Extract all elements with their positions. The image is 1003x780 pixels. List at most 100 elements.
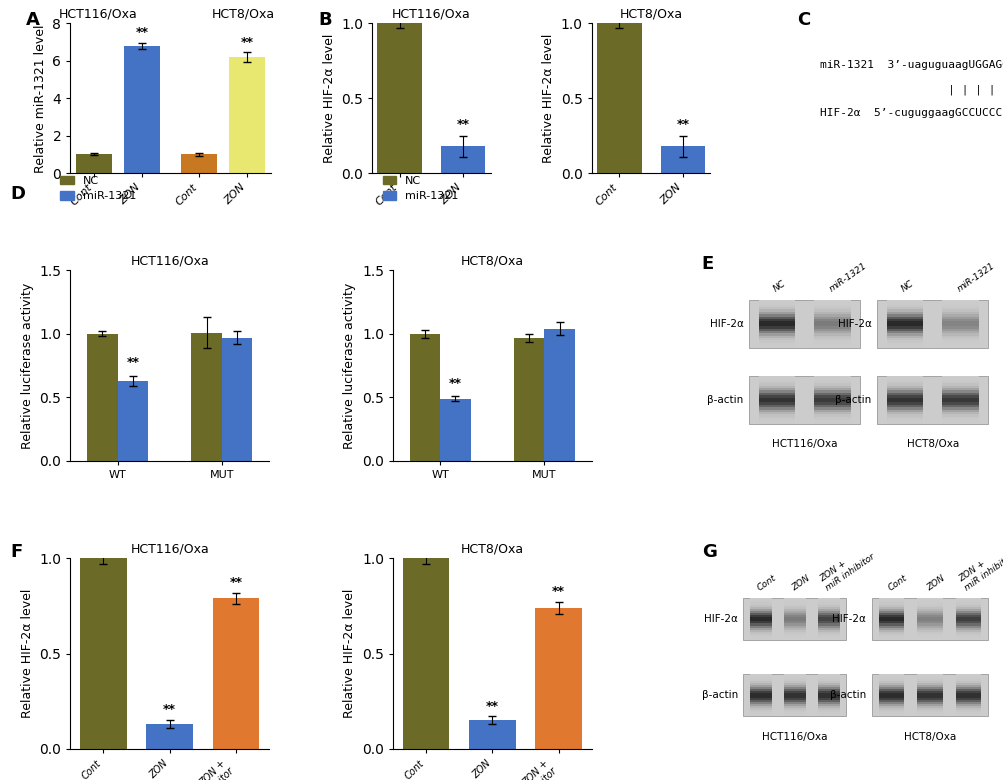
Bar [749,628,771,629]
Bar [758,338,794,340]
Text: HCT116/Oxa: HCT116/Oxa [59,7,137,20]
Bar [878,685,903,687]
Bar [886,391,922,393]
Bar [878,607,903,608]
Bar [660,146,704,173]
Text: **: ** [230,576,242,589]
Legend: NC, miR-1321: NC, miR-1321 [378,171,462,206]
Bar [749,706,771,708]
Bar [758,307,794,310]
Bar [817,617,840,619]
Bar [917,615,942,617]
Bar [955,697,980,700]
Bar [783,626,805,628]
Bar [817,598,840,601]
Bar [749,710,771,712]
Bar [942,326,978,328]
Bar [955,615,980,617]
Bar [917,608,942,611]
Bar [886,414,922,417]
Text: HIF-2α: HIF-2α [709,319,743,328]
Bar [758,346,794,348]
Bar [878,704,903,706]
Bar [955,708,980,710]
Bar [942,331,978,333]
Bar [955,687,980,690]
Bar [878,690,903,691]
Bar [886,383,922,385]
Bar [783,675,805,676]
Bar [817,632,840,634]
Bar [758,324,794,326]
Bar [955,704,980,706]
Bar [942,310,978,312]
Bar [783,693,805,696]
Bar [783,619,805,622]
Bar [817,634,840,636]
Bar [955,604,980,607]
Bar [917,634,942,636]
Bar [917,638,942,640]
Bar [942,307,978,310]
Bar [783,685,805,687]
Bar [749,622,771,623]
Bar [886,400,922,402]
Bar [886,410,922,412]
Bar [758,398,794,400]
Bar [942,312,978,314]
Bar [758,335,794,338]
Bar [917,626,942,628]
Bar [813,307,850,310]
Bar [886,338,922,340]
Title: HCT8/Oxa: HCT8/Oxa [460,255,524,268]
Bar [758,326,794,328]
Bar [783,617,805,619]
Bar [749,702,771,704]
Bar [955,613,980,615]
Bar [817,697,840,700]
Bar [813,421,850,424]
Bar [942,385,978,388]
Bar [886,421,922,424]
Bar [955,617,980,619]
Bar [783,615,805,617]
Text: HCT116/Oxa: HCT116/Oxa [771,439,837,449]
Bar [783,676,805,679]
Bar [817,622,840,623]
Bar [813,319,850,321]
Bar [758,414,794,417]
Bar [783,638,805,640]
Bar [955,623,980,626]
Bar [87,334,117,461]
Bar [886,398,922,400]
Bar [878,702,903,704]
Bar [749,623,771,626]
Bar [878,629,903,632]
Bar [886,307,922,310]
Y-axis label: Relative HIF-2α level: Relative HIF-2α level [322,34,335,163]
Bar [813,346,850,348]
Text: miR-1321  3’-uaguguaagUGGAGGGAc-5’: miR-1321 3’-uaguguaagUGGAGGGAc-5’ [819,60,1003,70]
Bar [942,395,978,398]
Bar [817,706,840,708]
Bar [886,340,922,343]
Text: B: B [318,12,332,30]
Bar [813,405,850,407]
Bar [813,343,850,346]
Text: NC: NC [771,278,786,293]
Bar [878,601,903,602]
Bar [813,391,850,393]
Bar [917,619,942,622]
Bar [942,412,978,414]
Bar [886,402,922,405]
Bar [783,604,805,607]
Bar [955,598,980,601]
Bar [758,395,794,398]
Bar [749,693,771,696]
Bar [817,708,840,710]
Bar [813,395,850,398]
Bar [783,598,805,601]
Bar [817,604,840,607]
Bar [817,681,840,682]
Bar [813,393,850,395]
